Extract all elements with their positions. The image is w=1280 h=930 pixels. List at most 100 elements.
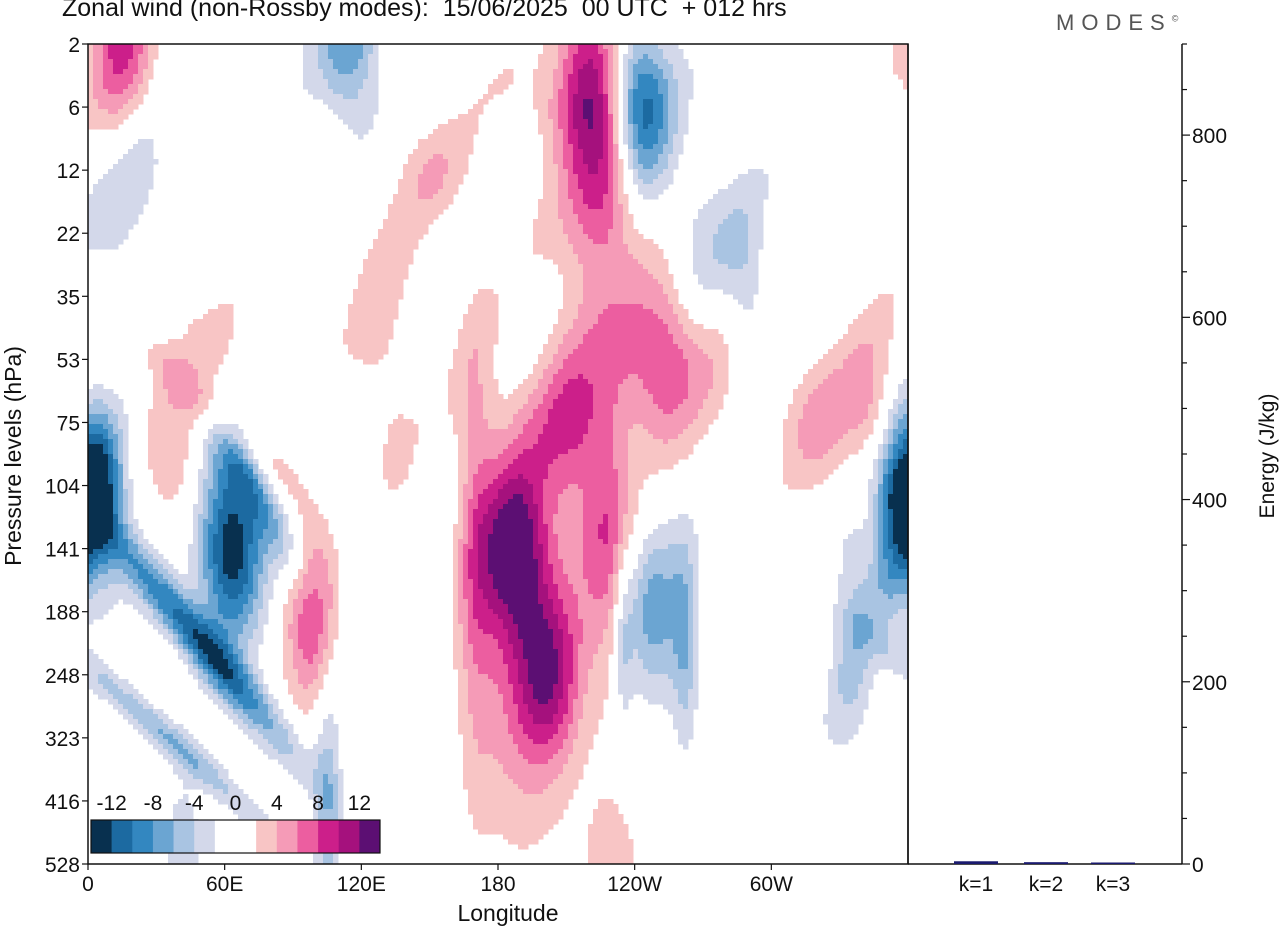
heat-cell <box>153 609 159 620</box>
heat-cell <box>188 649 194 655</box>
heat-cell <box>228 654 234 670</box>
heat-cell <box>663 414 669 445</box>
heat-cell <box>163 739 169 750</box>
heat-cell <box>343 74 349 100</box>
heat-cell <box>218 624 224 640</box>
heat-cell <box>143 539 149 550</box>
heat-cell <box>903 454 908 560</box>
heat-cell <box>708 389 714 425</box>
heat-cell <box>458 624 464 735</box>
heat-cell <box>903 579 908 595</box>
heat-cell <box>563 169 569 235</box>
heat-cell <box>178 624 184 635</box>
heat-cell <box>293 599 299 670</box>
heat-cell <box>513 704 519 745</box>
heat-cell <box>518 684 524 725</box>
heat-cell <box>313 769 319 795</box>
colorbar-swatch <box>214 820 236 853</box>
heat-cell <box>643 74 649 100</box>
heat-cell <box>113 684 119 700</box>
heat-cell <box>563 764 569 810</box>
heat-cell <box>663 444 669 470</box>
heat-cell <box>113 549 119 560</box>
heat-cell <box>883 444 889 460</box>
heat-cell <box>178 744 184 755</box>
heat-cell <box>668 274 674 305</box>
heat-cell <box>558 309 564 345</box>
heat-cell <box>158 614 164 625</box>
heat-cell <box>718 334 724 410</box>
heat-cell <box>138 529 144 545</box>
heat-cell <box>668 304 674 335</box>
heat-cell <box>413 149 419 250</box>
heat-cell <box>158 344 164 495</box>
heat-cell <box>248 674 254 690</box>
heat-cell <box>668 579 674 640</box>
heat-cell <box>503 504 509 605</box>
heat-cell <box>643 564 649 595</box>
heat-cell <box>138 579 144 590</box>
heat-cell <box>568 449 574 485</box>
heat-cell <box>258 574 264 610</box>
heat-cell <box>108 454 114 485</box>
heat-cell <box>248 594 254 615</box>
heat-cell <box>238 459 244 465</box>
heat-cell <box>843 434 849 460</box>
heat-cell <box>898 609 904 675</box>
colorbar-tick-label: -4 <box>185 792 204 815</box>
heat-cell <box>248 729 254 740</box>
heat-cell <box>288 639 294 695</box>
heat-cell <box>473 509 479 620</box>
heat-cell <box>143 584 149 600</box>
heat-cell <box>98 414 104 425</box>
heat-cell <box>633 259 639 305</box>
heat-cell <box>628 429 634 535</box>
heat-cell <box>208 444 214 490</box>
heat-cell <box>158 554 164 565</box>
heat-cell <box>513 494 519 625</box>
heat-cell <box>113 94 119 115</box>
heat-cell <box>143 599 149 605</box>
heat-cell <box>328 609 334 660</box>
heat-cell <box>138 54 144 85</box>
heat-cell <box>238 649 244 665</box>
heat-cell <box>893 594 899 615</box>
heat-cell <box>163 584 169 615</box>
heat-cell <box>573 254 579 320</box>
heat-cell <box>578 374 584 445</box>
heat-cell <box>313 744 319 770</box>
heat-cell <box>173 724 179 730</box>
heat-cell <box>668 64 674 155</box>
heat-cell <box>718 189 724 225</box>
heat-cell <box>598 524 604 540</box>
heat-cell <box>118 524 124 560</box>
heat-cell <box>878 294 884 400</box>
heat-cell <box>838 339 844 370</box>
heat-cell <box>188 664 194 675</box>
heat-cell <box>183 634 189 645</box>
heat-cell <box>143 549 149 560</box>
heat-cell <box>558 699 564 725</box>
heat-cell <box>118 679 124 690</box>
x-axis-label: Longitude <box>457 900 558 926</box>
heat-cell <box>398 414 404 485</box>
heat-cell <box>863 669 869 710</box>
heat-cell <box>643 269 649 310</box>
heat-cell <box>473 349 479 475</box>
heat-cell <box>528 764 534 795</box>
y-tick-label: 141 <box>45 539 80 562</box>
heat-cell <box>178 724 184 735</box>
heat-cell <box>233 444 239 455</box>
heat-cell <box>658 249 664 285</box>
y-tick-label: 2 <box>68 34 80 57</box>
heat-cell <box>153 159 159 165</box>
heat-cell <box>593 809 599 864</box>
heat-cell <box>613 144 619 305</box>
heat-cell <box>488 609 494 635</box>
heat-cell <box>903 379 908 400</box>
heat-cell <box>473 739 479 830</box>
heat-cell <box>683 59 689 135</box>
heat-cell <box>728 214 734 270</box>
heat-cell <box>208 784 214 795</box>
heat-cell <box>393 194 399 320</box>
